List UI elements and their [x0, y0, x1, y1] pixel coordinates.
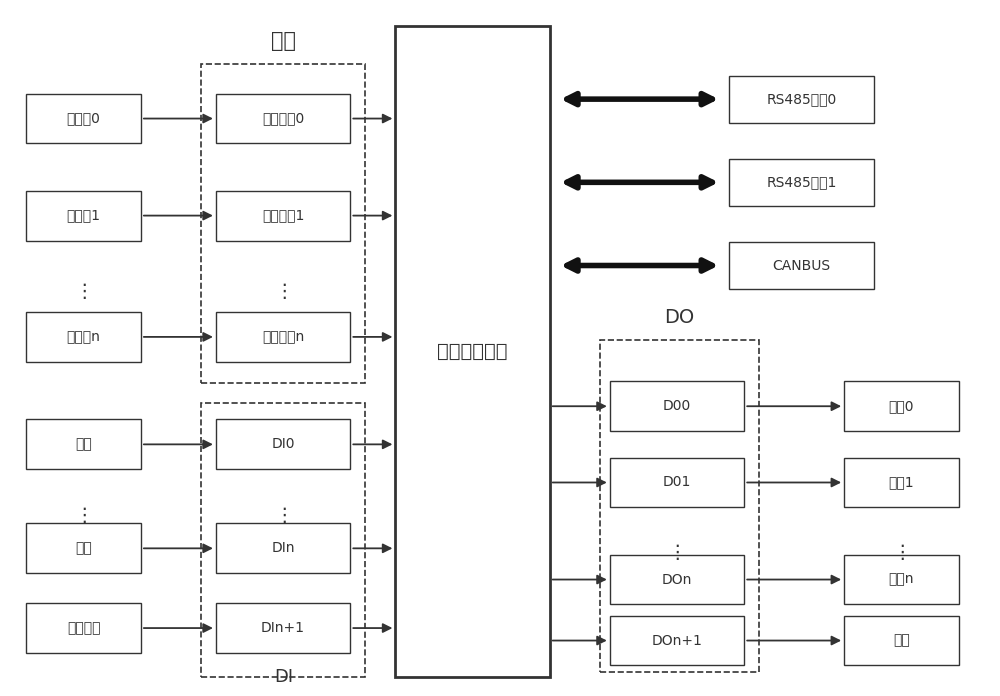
Bar — [600, 340, 759, 672]
Bar — [26, 603, 141, 653]
Text: 模拟模块0: 模拟模块0 — [262, 111, 304, 125]
Bar — [844, 381, 959, 432]
Text: 模拟模块n: 模拟模块n — [262, 330, 304, 344]
Text: ⋮: ⋮ — [274, 282, 293, 301]
Bar — [729, 242, 874, 289]
Text: RS485接口0: RS485接口0 — [767, 92, 837, 106]
Text: 按钮: 按钮 — [75, 541, 92, 555]
Text: 模拟: 模拟 — [271, 31, 296, 52]
Bar — [216, 191, 350, 241]
Text: DIn: DIn — [271, 541, 295, 555]
Text: ⋮: ⋮ — [74, 506, 93, 525]
Text: ⋮: ⋮ — [274, 506, 293, 525]
Text: 传感器1: 传感器1 — [67, 209, 101, 223]
Text: 加热1: 加热1 — [889, 475, 914, 489]
Text: CANBUS: CANBUS — [773, 258, 831, 273]
Text: 模拟模块1: 模拟模块1 — [262, 209, 304, 223]
Text: ⋮: ⋮ — [892, 543, 912, 562]
Bar — [844, 457, 959, 507]
Bar — [216, 93, 350, 143]
Text: DOn: DOn — [662, 573, 692, 587]
Bar — [26, 312, 141, 362]
Bar — [26, 523, 141, 574]
Bar — [201, 404, 365, 677]
Bar — [610, 381, 744, 432]
Bar — [729, 159, 874, 206]
Text: D01: D01 — [663, 475, 691, 489]
Text: D00: D00 — [663, 400, 691, 413]
Text: 紧急停止: 紧急停止 — [67, 621, 100, 635]
Bar — [216, 523, 350, 574]
Text: 加热0: 加热0 — [889, 400, 914, 413]
Bar — [610, 457, 744, 507]
Bar — [26, 420, 141, 469]
Text: ⋮: ⋮ — [74, 282, 93, 301]
Text: 控制处理模块: 控制处理模块 — [437, 342, 508, 361]
Text: DI: DI — [274, 668, 293, 686]
Bar — [610, 615, 744, 665]
Bar — [201, 64, 365, 383]
Bar — [216, 603, 350, 653]
Text: ⋮: ⋮ — [668, 543, 687, 562]
Bar — [610, 555, 744, 605]
Text: 传感器n: 传感器n — [67, 330, 101, 344]
Bar — [395, 26, 550, 677]
Text: DO: DO — [664, 308, 695, 327]
Bar — [844, 615, 959, 665]
Text: DIn+1: DIn+1 — [261, 621, 305, 635]
Bar — [216, 312, 350, 362]
Bar — [26, 93, 141, 143]
Text: DI0: DI0 — [271, 437, 295, 452]
Text: 加热n: 加热n — [889, 573, 914, 587]
Bar — [216, 420, 350, 469]
Bar — [26, 191, 141, 241]
Text: 按钮: 按钮 — [75, 437, 92, 452]
Text: RS485接口1: RS485接口1 — [766, 175, 837, 189]
Text: 报警: 报警 — [893, 633, 910, 647]
Bar — [729, 76, 874, 122]
Text: DOn+1: DOn+1 — [652, 633, 702, 647]
Text: 传感器0: 传感器0 — [67, 111, 101, 125]
Bar — [844, 555, 959, 605]
